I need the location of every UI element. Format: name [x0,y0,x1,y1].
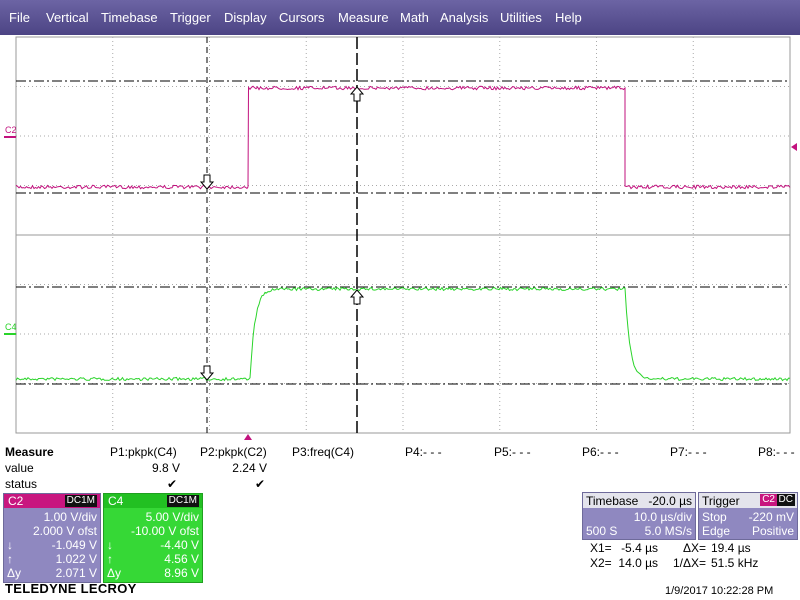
timebase-scale: 10.0 µs/div [633,510,692,524]
channel-name: C4 [108,494,124,508]
cursor-marker [199,174,215,190]
trigger-level: -220 mV [748,510,794,524]
cursor-label: 1/ΔX= [672,556,706,570]
cursor-label: X1= [590,541,612,555]
trace-label: C4 [5,322,17,332]
param-name[interactable]: P3:freq(C4) [292,445,355,459]
cursor-value: 14.0 µs [618,556,658,570]
menu-item[interactable]: Help [555,10,582,25]
menu-item[interactable]: Cursors [279,10,325,25]
channel-coupling: DC1M [64,495,97,507]
waveform-display: C2 C4 [4,36,797,440]
cursor-value: -5.4 µs [621,541,658,555]
row-value: 8.96 V [164,566,199,580]
trace-c4 [15,286,791,382]
trigger-slope: Positive [751,524,794,538]
row-label: ↓ [7,538,13,552]
cursor-value: 51.5 kHz [711,556,759,570]
row-value: -4.40 V [160,538,199,552]
param-name[interactable]: P2:pkpk(C2) [200,445,267,459]
trace-label: C2 [5,125,17,135]
param-name[interactable]: P8:- - - [758,445,795,459]
cursor-label: X2= [590,556,612,570]
cursor-marker [349,86,365,102]
trigger-level-marker [791,143,797,151]
trigger-title: Trigger [702,494,740,508]
row-value: 1.022 V [55,552,97,566]
menu-item[interactable]: File [9,10,30,25]
timebase-samples: 500 S [586,524,618,538]
timebase-box[interactable]: Timebase -20.0 µs 10.0 µs/div 500 S 5.0 … [582,492,696,540]
row-label: Δy [107,566,122,580]
trigger-coupling: DC [776,494,795,506]
param-name[interactable]: P1:pkpk(C4) [110,445,177,459]
timebase-header: Timebase -20.0 µs [583,493,695,508]
param-name[interactable]: P4:- - - [405,445,442,459]
param-status: ✔ [255,477,266,491]
menu-item[interactable]: Analysis [440,10,489,25]
row-value: -1.049 V [51,538,97,552]
param-status: ✔ [167,477,178,491]
menu-item[interactable]: Utilities [500,10,542,25]
channel-name: C2 [8,494,24,508]
channel-scale: 1.00 V/div [43,510,97,524]
row-label: ↓ [107,538,113,552]
trigger-mode: Stop [702,510,727,524]
row-value: 2.071 V [55,566,97,580]
param-name[interactable]: P7:- - - [670,445,707,459]
channel-offset: -10.00 V ofst [130,524,199,538]
trigger-header: Trigger C2 DC [699,493,797,508]
trigger-box[interactable]: Trigger C2 DC Stop -220 mV Edge Positive [698,492,798,540]
timestamp: 1/9/2017 10:22:28 PM [665,585,774,597]
param-name[interactable]: P5:- - - [494,445,531,459]
timebase-delay: -20.0 µs [648,494,692,508]
cursor-value: 19.4 µs [711,541,751,555]
trigger-type: Edge [702,524,731,538]
cursor-marker [199,365,215,381]
trigger-source: C2 [760,494,777,506]
timebase-rate: 5.0 MS/s [644,524,692,538]
row-label: value [5,461,34,475]
measure-title: Measure [5,445,54,459]
row-label: status [5,477,38,491]
row-label: Δy [7,566,22,580]
menu-item[interactable]: Vertical [46,10,89,25]
channel-coupling: DC1M [166,495,199,507]
row-value: 4.56 V [164,552,199,566]
channel-header: C4 DC1M [104,494,202,508]
param-value: 2.24 V [232,461,267,475]
channel-header: C2 DC1M [4,494,100,508]
timebase-title: Timebase [586,494,639,508]
menu-item[interactable]: Timebase [101,10,158,25]
channel-scale: 5.00 V/div [145,510,199,524]
cursor-marker [349,289,365,305]
trace-c2 [15,85,791,190]
channel-offset: 2.000 V ofst [32,524,97,538]
channel-box[interactable]: C2 DC1M 1.00 V/div 2.000 V ofst ↓ -1.049… [3,493,101,583]
channel-box[interactable]: C4 DC1M 5.00 V/div -10.00 V ofst ↓ -4.40… [103,493,203,583]
row-label: ↑ [7,552,13,566]
menu-item[interactable]: Display [224,10,267,25]
menu-item[interactable]: Math [400,10,429,25]
row-label: ↑ [107,552,113,566]
param-name[interactable]: P6:- - - [582,445,619,459]
trigger-time-marker [244,434,252,440]
param-value: 9.8 V [151,461,180,475]
menu-item[interactable]: Measure [338,10,389,25]
menu-bar: File Vertical Timebase Trigger Display C… [0,0,800,35]
brand: TELEDYNE LECROY [5,581,137,596]
menu-item[interactable]: Trigger [170,10,211,25]
cursor-label: ΔX= [682,541,706,555]
